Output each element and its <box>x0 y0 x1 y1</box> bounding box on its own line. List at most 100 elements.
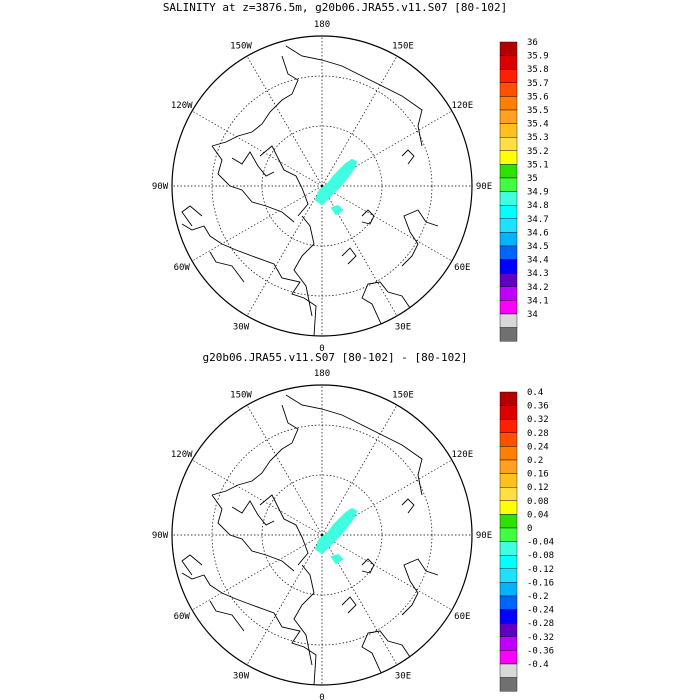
colorbar-label: -0.36 <box>527 646 554 656</box>
coastline <box>211 404 299 496</box>
colorbar-label: 36 <box>527 38 538 48</box>
colorbar-swatch <box>499 595 518 610</box>
coastline <box>401 558 439 616</box>
colorbar-swatch <box>499 300 518 315</box>
colorbar-label: 34 <box>527 310 538 320</box>
salinity-patch <box>315 508 357 554</box>
coastline <box>341 596 357 614</box>
longitude-label: 150E <box>392 391 414 401</box>
salinity-patch <box>315 159 357 205</box>
longitude-label: 120E <box>451 101 473 111</box>
coastline <box>293 215 315 317</box>
longitude-label: 180 <box>314 20 330 30</box>
colorbar-swatch <box>499 622 518 637</box>
panel-1-title: SALINITY at z=3876.5m, g20b06.JRA55.v11.… <box>163 1 507 14</box>
colorbar-swatch <box>499 177 518 192</box>
coastline <box>231 151 275 177</box>
coastline <box>209 251 245 283</box>
coastline <box>401 209 439 267</box>
colorbar-swatch <box>499 96 518 111</box>
colorbar-swatch <box>499 677 518 692</box>
colorbar-swatch <box>499 432 518 447</box>
longitude-label: 0 <box>319 693 324 700</box>
colorbar-swatch <box>499 568 518 583</box>
colorbar-swatch <box>499 541 518 556</box>
salinity-patch <box>330 553 344 565</box>
colorbar-swatch <box>499 636 518 651</box>
colorbar-label: 0.16 <box>527 470 549 480</box>
colorbar-swatch <box>499 582 518 597</box>
coastline <box>293 564 315 666</box>
longitude-label: 120E <box>451 450 473 460</box>
colorbar-swatch <box>499 500 518 515</box>
longitude-label: 150W <box>230 391 252 401</box>
coastline <box>209 600 245 632</box>
colorbar-label: -0.4 <box>527 660 549 670</box>
coastline <box>181 572 317 685</box>
coastline <box>259 494 309 566</box>
colorbar-label: -0.28 <box>527 619 554 629</box>
coastline <box>181 205 203 227</box>
colorbar-label: 35.5 <box>527 106 549 116</box>
colorbar-swatch <box>499 259 518 274</box>
longitude-line <box>246 404 323 536</box>
colorbar-label: 0.08 <box>527 497 549 507</box>
coastline <box>361 558 375 574</box>
coastline <box>259 145 309 217</box>
longitude-label: 120W <box>171 101 193 111</box>
coastline <box>361 209 375 225</box>
colorbar-label: 0.4 <box>527 388 543 398</box>
colorbar-swatch <box>499 245 518 260</box>
colorbar-label: 0.36 <box>527 402 549 412</box>
coastline <box>231 500 275 526</box>
colorbar-label: 35.2 <box>527 147 549 157</box>
colorbar-swatch <box>499 82 518 97</box>
longitude-line <box>191 185 323 262</box>
coastlines <box>181 394 439 685</box>
colorbar-swatch <box>499 164 518 179</box>
colorbar-swatch <box>499 191 518 206</box>
colorbar-swatch <box>499 554 518 569</box>
colorbar-swatch <box>499 150 518 165</box>
colorbar-label: 34.3 <box>527 269 549 279</box>
longitude-label: 60E <box>454 263 470 273</box>
longitude-line <box>191 534 323 611</box>
colorbar-swatch <box>499 391 518 406</box>
colorbar-label: -0.08 <box>527 551 554 561</box>
colorbar-label: 0.12 <box>527 483 549 493</box>
longitude-label: 150W <box>230 42 252 52</box>
colorbar-label: 0.32 <box>527 415 549 425</box>
panel-salinity: SALINITY at z=3876.5m, g20b06.JRA55.v11.… <box>152 1 549 354</box>
panel-difference: g20b06.JRA55.v11.S07 [80-102] - [80-102]… <box>152 351 554 700</box>
coastline <box>285 45 423 147</box>
colorbar-swatch <box>499 663 518 678</box>
colorbar-label: 34.6 <box>527 228 549 238</box>
longitude-label: 120W <box>171 450 193 460</box>
colorbar-label: -0.24 <box>527 606 554 616</box>
coastline <box>211 494 295 572</box>
coastline <box>361 281 415 327</box>
coastline <box>285 394 423 496</box>
colorbar-swatch <box>499 204 518 219</box>
colorbar-swatch <box>499 514 518 529</box>
colorbar-swatch <box>499 69 518 84</box>
coastline <box>181 223 317 336</box>
polar-map-1: 180 150W 150E 120W 120E 90W 90E 60W 60E 30W 30E 0 <box>152 20 492 354</box>
colorbar-swatch <box>499 109 518 124</box>
colorbar-swatch <box>499 527 518 542</box>
colorbar-label: 35.9 <box>527 52 549 62</box>
longitude-label: 180 <box>314 369 330 379</box>
colorbar-label: 34.4 <box>527 256 549 266</box>
colorbar-swatch <box>499 459 518 474</box>
colorbar-label: 35.8 <box>527 65 549 75</box>
coastline <box>401 498 415 514</box>
longitude-label: 90W <box>152 531 169 541</box>
colorbar-label: 35.3 <box>527 133 549 143</box>
panel-2-title: g20b06.JRA55.v11.S07 [80-102] - [80-102] <box>203 351 468 364</box>
colorbar-label: 34.5 <box>527 242 549 252</box>
colorbar-label: 0 <box>527 524 532 534</box>
longitude-line <box>321 534 453 611</box>
colorbar-label: 34.7 <box>527 215 549 225</box>
colorbar-label: -0.04 <box>527 538 554 548</box>
colorbar-swatch <box>499 272 518 287</box>
